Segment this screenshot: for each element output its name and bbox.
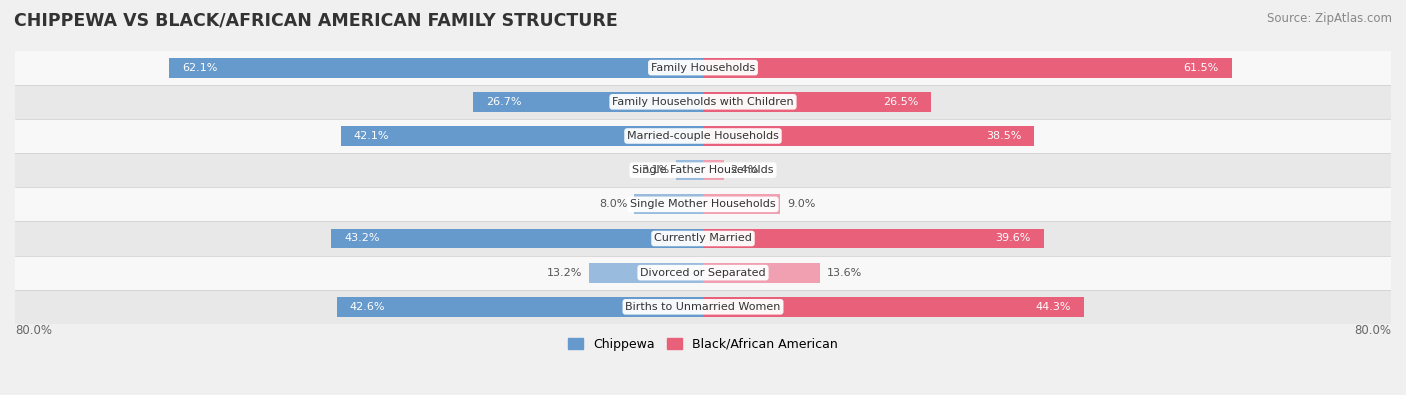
Bar [676,160,703,180]
Bar [336,297,703,317]
Bar [703,126,1033,146]
Text: 13.6%: 13.6% [827,268,862,278]
Bar [703,297,1084,317]
Bar [15,51,1391,85]
Text: 39.6%: 39.6% [995,233,1031,243]
Text: 80.0%: 80.0% [15,324,52,337]
Bar [15,119,1391,153]
Text: 80.0%: 80.0% [1354,324,1391,337]
Bar [703,229,1043,248]
Text: Married-couple Households: Married-couple Households [627,131,779,141]
Text: Single Mother Households: Single Mother Households [630,199,776,209]
Text: 38.5%: 38.5% [986,131,1021,141]
Text: Family Households: Family Households [651,63,755,73]
Text: 9.0%: 9.0% [787,199,815,209]
Text: CHIPPEWA VS BLACK/AFRICAN AMERICAN FAMILY STRUCTURE: CHIPPEWA VS BLACK/AFRICAN AMERICAN FAMIL… [14,12,617,30]
Text: 44.3%: 44.3% [1036,302,1071,312]
Text: 3.1%: 3.1% [641,165,669,175]
Bar [15,290,1391,324]
Text: Single Father Households: Single Father Households [633,165,773,175]
Bar [703,160,724,180]
Bar [340,126,703,146]
Text: 43.2%: 43.2% [344,233,380,243]
Bar [15,153,1391,187]
Bar [474,92,703,112]
Bar [634,194,703,214]
Bar [703,194,780,214]
Bar [169,58,703,77]
Text: Family Households with Children: Family Households with Children [612,97,794,107]
Text: 62.1%: 62.1% [181,63,217,73]
Text: 61.5%: 61.5% [1184,63,1219,73]
Bar [15,222,1391,256]
Bar [332,229,703,248]
Text: 26.5%: 26.5% [883,97,918,107]
Text: 2.4%: 2.4% [731,165,759,175]
Bar [15,187,1391,222]
Text: Source: ZipAtlas.com: Source: ZipAtlas.com [1267,12,1392,25]
Text: Divorced or Separated: Divorced or Separated [640,268,766,278]
Bar [703,92,931,112]
Bar [15,85,1391,119]
Text: 8.0%: 8.0% [599,199,627,209]
Text: 26.7%: 26.7% [486,97,522,107]
Bar [589,263,703,282]
Text: 42.6%: 42.6% [350,302,385,312]
Text: 42.1%: 42.1% [354,131,389,141]
Text: Currently Married: Currently Married [654,233,752,243]
Text: Births to Unmarried Women: Births to Unmarried Women [626,302,780,312]
Text: 13.2%: 13.2% [547,268,582,278]
Bar [703,263,820,282]
Bar [703,58,1232,77]
Legend: Chippewa, Black/African American: Chippewa, Black/African American [562,333,844,356]
Bar [15,256,1391,290]
